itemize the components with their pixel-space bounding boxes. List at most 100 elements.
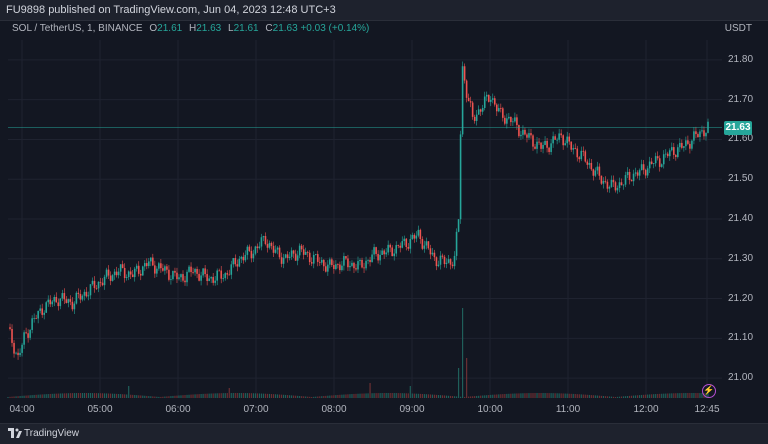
candle-body xyxy=(614,182,617,191)
candle-body xyxy=(592,169,595,176)
volume-bar xyxy=(83,393,86,398)
candle-body xyxy=(413,234,416,239)
candle-body xyxy=(646,168,649,176)
volume-bar xyxy=(494,394,496,398)
volume-bar xyxy=(280,394,283,398)
candle-body xyxy=(463,66,466,81)
candle-body xyxy=(139,273,142,276)
candle-body xyxy=(606,181,609,189)
candle-body xyxy=(154,265,156,274)
volume-bar xyxy=(228,388,230,398)
candle-body xyxy=(87,295,90,297)
volume-bar xyxy=(699,393,701,398)
candle-body xyxy=(200,275,202,281)
volume-bar xyxy=(570,393,572,398)
volume-bar xyxy=(385,393,387,398)
candle-body xyxy=(433,252,436,258)
candle-body xyxy=(141,266,144,276)
volume-bar xyxy=(470,396,472,398)
candle-body xyxy=(335,264,337,270)
candle-body xyxy=(75,292,78,304)
volume-bar xyxy=(210,393,212,398)
volume-bar xyxy=(375,393,377,398)
volume-bar xyxy=(675,393,677,398)
volume-bar xyxy=(347,394,349,398)
price-tick-label: 21.10 xyxy=(728,332,754,344)
footer-bar: TradingView xyxy=(0,424,768,444)
candle-body xyxy=(435,257,438,267)
volume-bar xyxy=(33,394,35,398)
candle-body xyxy=(51,301,54,305)
candle-body xyxy=(675,154,677,158)
candle-body xyxy=(685,140,687,147)
volume-bar xyxy=(200,393,202,398)
volume-bar xyxy=(353,393,355,398)
candle-body xyxy=(156,268,158,274)
candle-body xyxy=(512,121,514,123)
candle-body xyxy=(516,117,518,126)
volume-bar xyxy=(274,394,277,398)
candle-body xyxy=(417,229,420,236)
close-value: 21.63 xyxy=(272,23,298,34)
candle-body xyxy=(518,125,520,137)
volume-bar xyxy=(367,393,369,398)
chart-area[interactable] xyxy=(0,20,768,424)
candle-body xyxy=(403,238,406,242)
volume-bar xyxy=(29,395,31,398)
open-key: O xyxy=(149,23,158,34)
volume-bar xyxy=(35,394,37,398)
candle-body xyxy=(662,154,665,165)
volume-bar xyxy=(681,393,683,398)
volume-bar xyxy=(480,395,482,398)
price-tick-label: 21.50 xyxy=(728,173,754,185)
volume-bar xyxy=(295,395,297,398)
volume-bar xyxy=(198,394,200,398)
candle-body xyxy=(542,144,544,149)
volume-bar xyxy=(250,393,252,398)
candle-body xyxy=(349,265,351,268)
candle-body xyxy=(528,133,530,138)
candle-body xyxy=(544,140,546,145)
candle-body xyxy=(654,156,657,164)
volume-bar xyxy=(41,394,43,398)
candle-body xyxy=(465,80,468,98)
volume-bar xyxy=(630,395,633,398)
candle-body xyxy=(182,274,184,281)
candle-body xyxy=(318,261,321,263)
volume-bar xyxy=(309,396,311,398)
time-tick-label: 06:00 xyxy=(165,404,191,415)
candle-body xyxy=(656,156,659,159)
candle-body xyxy=(254,246,257,254)
volume-bar xyxy=(693,393,695,398)
candle-body xyxy=(534,146,536,149)
candle-body xyxy=(419,229,422,239)
candle-body xyxy=(375,247,377,254)
symbol-name: SOL / TetherUS, 1, BINANCE xyxy=(12,23,143,34)
candle-body xyxy=(186,271,188,283)
volume-bar xyxy=(13,396,15,398)
candle-body xyxy=(29,329,31,338)
volume-bar xyxy=(389,393,391,398)
volume-bar xyxy=(142,395,144,398)
volume-bar xyxy=(146,395,148,398)
volume-bar xyxy=(27,395,29,398)
volume-bar xyxy=(649,394,651,398)
candle-body xyxy=(369,259,371,263)
candle-body xyxy=(632,173,635,182)
candle-body xyxy=(584,151,587,162)
volume-bar xyxy=(184,395,186,398)
volume-bar xyxy=(614,396,617,398)
lightning-icon[interactable]: ⚡ xyxy=(702,384,716,398)
candle-body xyxy=(57,302,60,307)
candle-body xyxy=(133,268,136,278)
volume-bar xyxy=(331,395,333,398)
candle-body xyxy=(202,268,204,276)
candle-body xyxy=(469,101,472,103)
candle-body xyxy=(37,310,39,319)
volume-bar xyxy=(164,396,166,398)
volume-bar xyxy=(457,368,460,398)
volume-bar xyxy=(89,393,92,398)
candle-body xyxy=(226,273,229,275)
volume-bar xyxy=(397,393,399,398)
